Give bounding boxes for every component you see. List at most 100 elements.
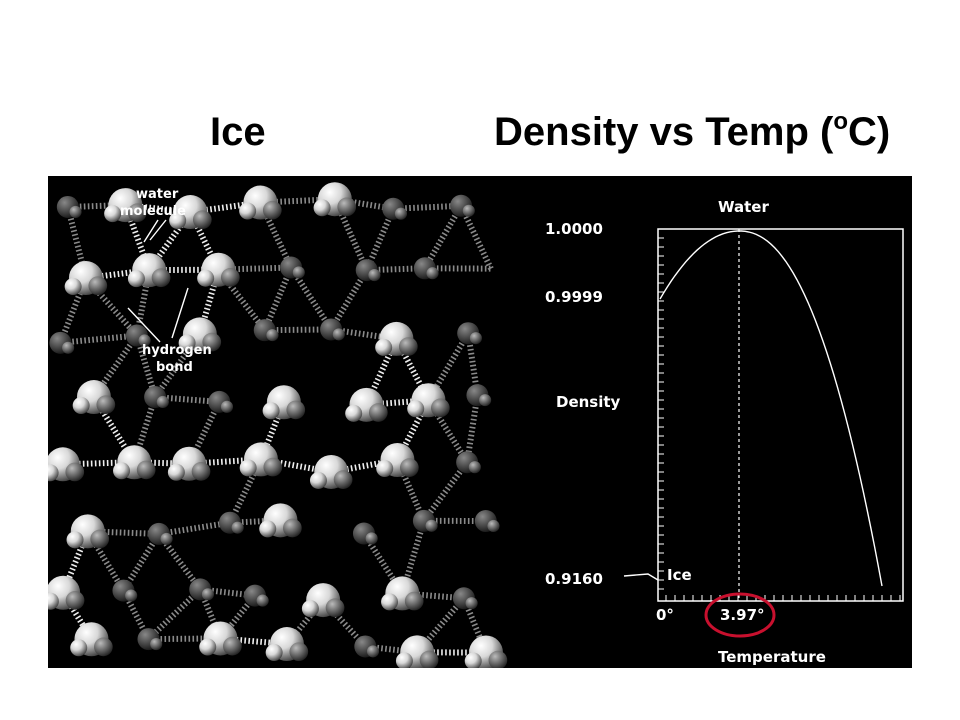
hydrogen-atom	[90, 529, 110, 549]
hydrogen-atom	[231, 521, 244, 534]
hydrogen-bond	[330, 326, 397, 342]
water-molecule	[376, 443, 419, 478]
ice-label: Ice	[667, 566, 692, 584]
water-molecule	[457, 322, 482, 345]
water-molecule	[412, 509, 438, 532]
hydrogen-atom	[263, 457, 283, 477]
hydrogen-atom	[94, 637, 113, 657]
ice-title: Ice	[210, 110, 266, 154]
hydrogen-atom	[376, 460, 394, 478]
hydrogen-atom	[259, 520, 277, 538]
hydrogen-atom	[487, 519, 500, 533]
water-molecule	[125, 324, 151, 347]
hydrogen-atom	[220, 400, 234, 413]
hbond-label-line1: hydrogen	[142, 343, 212, 358]
hydrogen-atom	[70, 639, 88, 657]
water-molecule	[355, 259, 381, 282]
water-molecule	[70, 622, 113, 657]
hydrogen-atom	[125, 589, 138, 602]
water-molecule	[345, 387, 388, 422]
hydrogen-atom	[104, 205, 122, 223]
hydrogen-atom	[167, 463, 185, 481]
hydrogen-atom	[365, 532, 378, 545]
hydrogen-atom	[151, 268, 171, 288]
hydrogen-atom	[464, 652, 482, 668]
water-molecule	[49, 331, 75, 354]
hydrogen-atom	[404, 591, 424, 611]
hydrogen-atom	[64, 278, 82, 296]
water-label: Water	[718, 198, 769, 216]
hydrogen-atom	[332, 328, 345, 341]
hydrogen-atom	[398, 337, 418, 356]
water-molecule	[301, 583, 345, 618]
hydrogen-atom	[197, 269, 215, 287]
density-vs-temp-title: Density vs Temp (oC)	[494, 108, 890, 156]
plot-frame	[657, 228, 904, 602]
hydrogen-atom	[286, 400, 306, 420]
water-label-line2: molecule	[120, 204, 186, 219]
hydrogen-atom	[66, 531, 84, 549]
hydrogen-atom	[345, 404, 363, 422]
hydrogen-atom	[239, 459, 257, 477]
hydrogen-atom	[88, 276, 108, 296]
water-molecule	[208, 390, 234, 413]
hydrogen-atom	[301, 600, 319, 618]
hydrogen-atom	[309, 471, 327, 489]
hydrogen-atom	[65, 591, 85, 610]
water-molecule	[309, 454, 353, 489]
y-tick-label-top: 1.0000	[545, 220, 603, 238]
hydrogen-bond	[422, 204, 464, 270]
x-axis-label: Temperature	[718, 648, 826, 666]
y-tick-label-mid: 0.9999	[545, 288, 603, 306]
water-molecule	[147, 522, 173, 545]
hydrogen-atom	[202, 332, 222, 352]
water-molecule	[382, 197, 407, 220]
hydrogen-atom	[178, 334, 196, 352]
hydrogen-bond	[220, 635, 288, 648]
water-molecules	[48, 182, 508, 668]
hydrogen-bond	[60, 332, 138, 346]
hydrogen-bond	[394, 458, 427, 523]
hydrogen-atom	[127, 270, 145, 288]
hydrogen-bond	[60, 530, 91, 594]
title-main: Density vs Temp (	[494, 110, 834, 154]
water-molecule	[407, 383, 450, 418]
hbond-pointer-line	[127, 287, 189, 343]
hydrogen-atom	[375, 338, 393, 356]
hydrogen-atom	[265, 644, 283, 662]
water-molecule	[239, 185, 282, 220]
hydrogen-atom	[368, 269, 381, 282]
hydrogen-atom	[266, 329, 279, 342]
hydrogen-atom	[431, 398, 450, 418]
hydrogen-atom	[62, 341, 75, 354]
water-molecule	[48, 447, 85, 482]
hydrogen-atom	[96, 395, 116, 415]
water-molecule	[56, 195, 82, 218]
hydrogen-atom	[113, 462, 131, 480]
water-molecule	[239, 442, 283, 477]
water-molecule	[127, 253, 171, 288]
hydrogen-atom	[262, 200, 282, 220]
water-molecule	[313, 182, 357, 217]
water-molecule	[167, 446, 211, 481]
water-molecule	[178, 317, 222, 352]
ice-pointer-line	[623, 573, 659, 581]
hydrogen-bond	[264, 326, 332, 334]
y-tick-marks	[658, 237, 664, 590]
water-density-curve	[659, 230, 883, 587]
hydrogen-bond	[393, 202, 462, 212]
water-molecule	[262, 385, 306, 420]
hydrogen-atom	[289, 642, 309, 662]
water-pointer-line	[143, 219, 167, 243]
hydrogen-bond	[363, 207, 396, 272]
hydrogen-atom	[381, 593, 399, 611]
hbond-label-line2: bond	[156, 360, 193, 375]
water-molecule	[104, 188, 147, 223]
hydrogen-atom	[425, 519, 438, 532]
hydrogen-atom	[368, 403, 388, 422]
y-axis-label: Density	[556, 393, 621, 411]
water-molecule	[280, 256, 305, 279]
water-molecule	[320, 318, 345, 341]
hydrogen-atom	[201, 588, 214, 601]
hydrogen-atom	[469, 332, 482, 345]
